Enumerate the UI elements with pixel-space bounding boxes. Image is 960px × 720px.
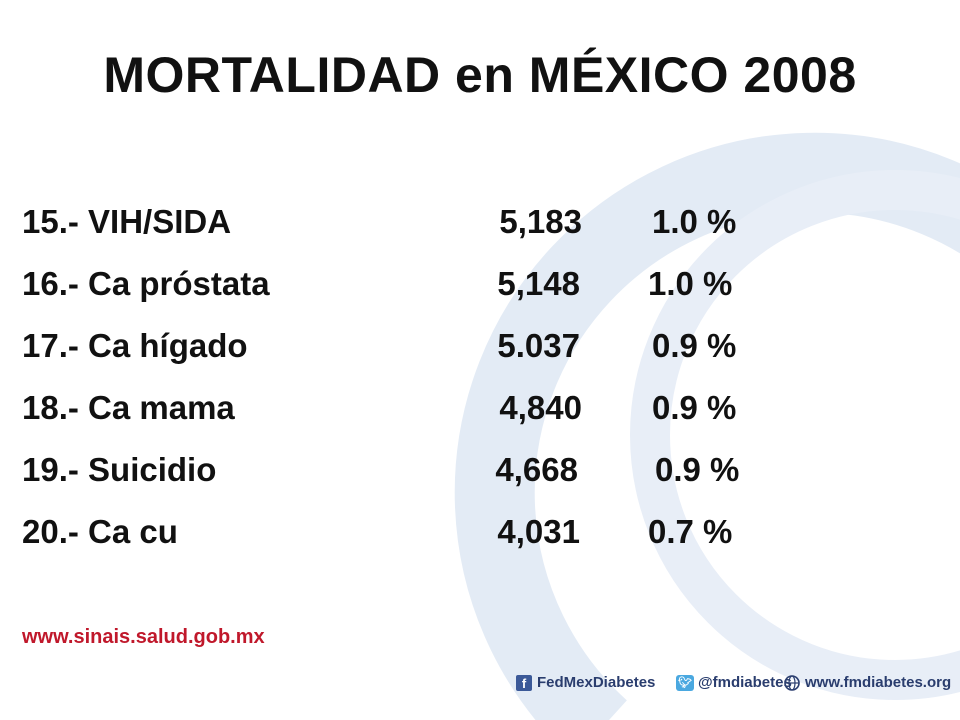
cause-label: 17.- Ca hígado [22, 327, 248, 364]
deaths-value: 5,183 [499, 203, 582, 240]
cause-label: 16.- Ca próstata [22, 265, 270, 302]
cause-label: 20.- Ca cu [22, 513, 178, 550]
table-row: 20.- Ca cu 4,031 0.7 % [0, 513, 960, 557]
facebook-link[interactable]: f FedMexDiabetes [516, 674, 655, 691]
percent-value: 1.0 % [648, 265, 733, 302]
percent-value: 0.9 % [652, 327, 737, 364]
cause-label: 15.- VIH/SIDA [22, 203, 232, 240]
cause-label: 18.- Ca mama [22, 389, 235, 426]
table-row: 18.- Ca mama 4,840 0.9 % [0, 389, 960, 433]
deaths-value: 4,031 [497, 513, 580, 550]
percent-value: 0.9 % [652, 389, 737, 426]
slide-title: MORTALIDAD en MÉXICO 2008 [103, 47, 857, 103]
table-row: 15.- VIH/SIDA 5,183 1.0 % [0, 203, 960, 247]
twitter-icon: 🐦︎ [676, 674, 694, 691]
twitter-handle: @fmdiabetes [698, 674, 792, 691]
table-row: 16.- Ca próstata 5,148 1.0 % [0, 265, 960, 309]
website-link[interactable]: www.fmdiabetes.org [784, 674, 951, 691]
deaths-value: 4,840 [499, 389, 582, 426]
source-link[interactable]: www.sinais.salud.gob.mx [22, 626, 265, 648]
website-url: www.fmdiabetes.org [805, 674, 952, 691]
deaths-value: 5,148 [497, 265, 580, 302]
table-row: 19.- Suicidio 4,668 0.9 % [0, 451, 960, 495]
twitter-link[interactable]: 🐦︎ @fmdiabetes [676, 674, 792, 691]
percent-value: 0.7 % [648, 513, 733, 550]
globe-icon [784, 674, 800, 691]
facebook-icon: f [516, 674, 532, 691]
facebook-handle: FedMexDiabetes [537, 674, 656, 691]
percent-value: 0.9 % [655, 451, 740, 488]
cause-label: 19.- Suicidio [22, 451, 217, 488]
percent-value: 1.0 % [652, 203, 737, 240]
deaths-value: 5.037 [497, 327, 580, 364]
footer-bar: f FedMexDiabetes 🐦︎ @fmdiabetes www.fmdi… [514, 668, 954, 698]
table-row: 17.- Ca hígado 5.037 0.9 % [0, 327, 960, 371]
deaths-value: 4,668 [495, 451, 578, 488]
